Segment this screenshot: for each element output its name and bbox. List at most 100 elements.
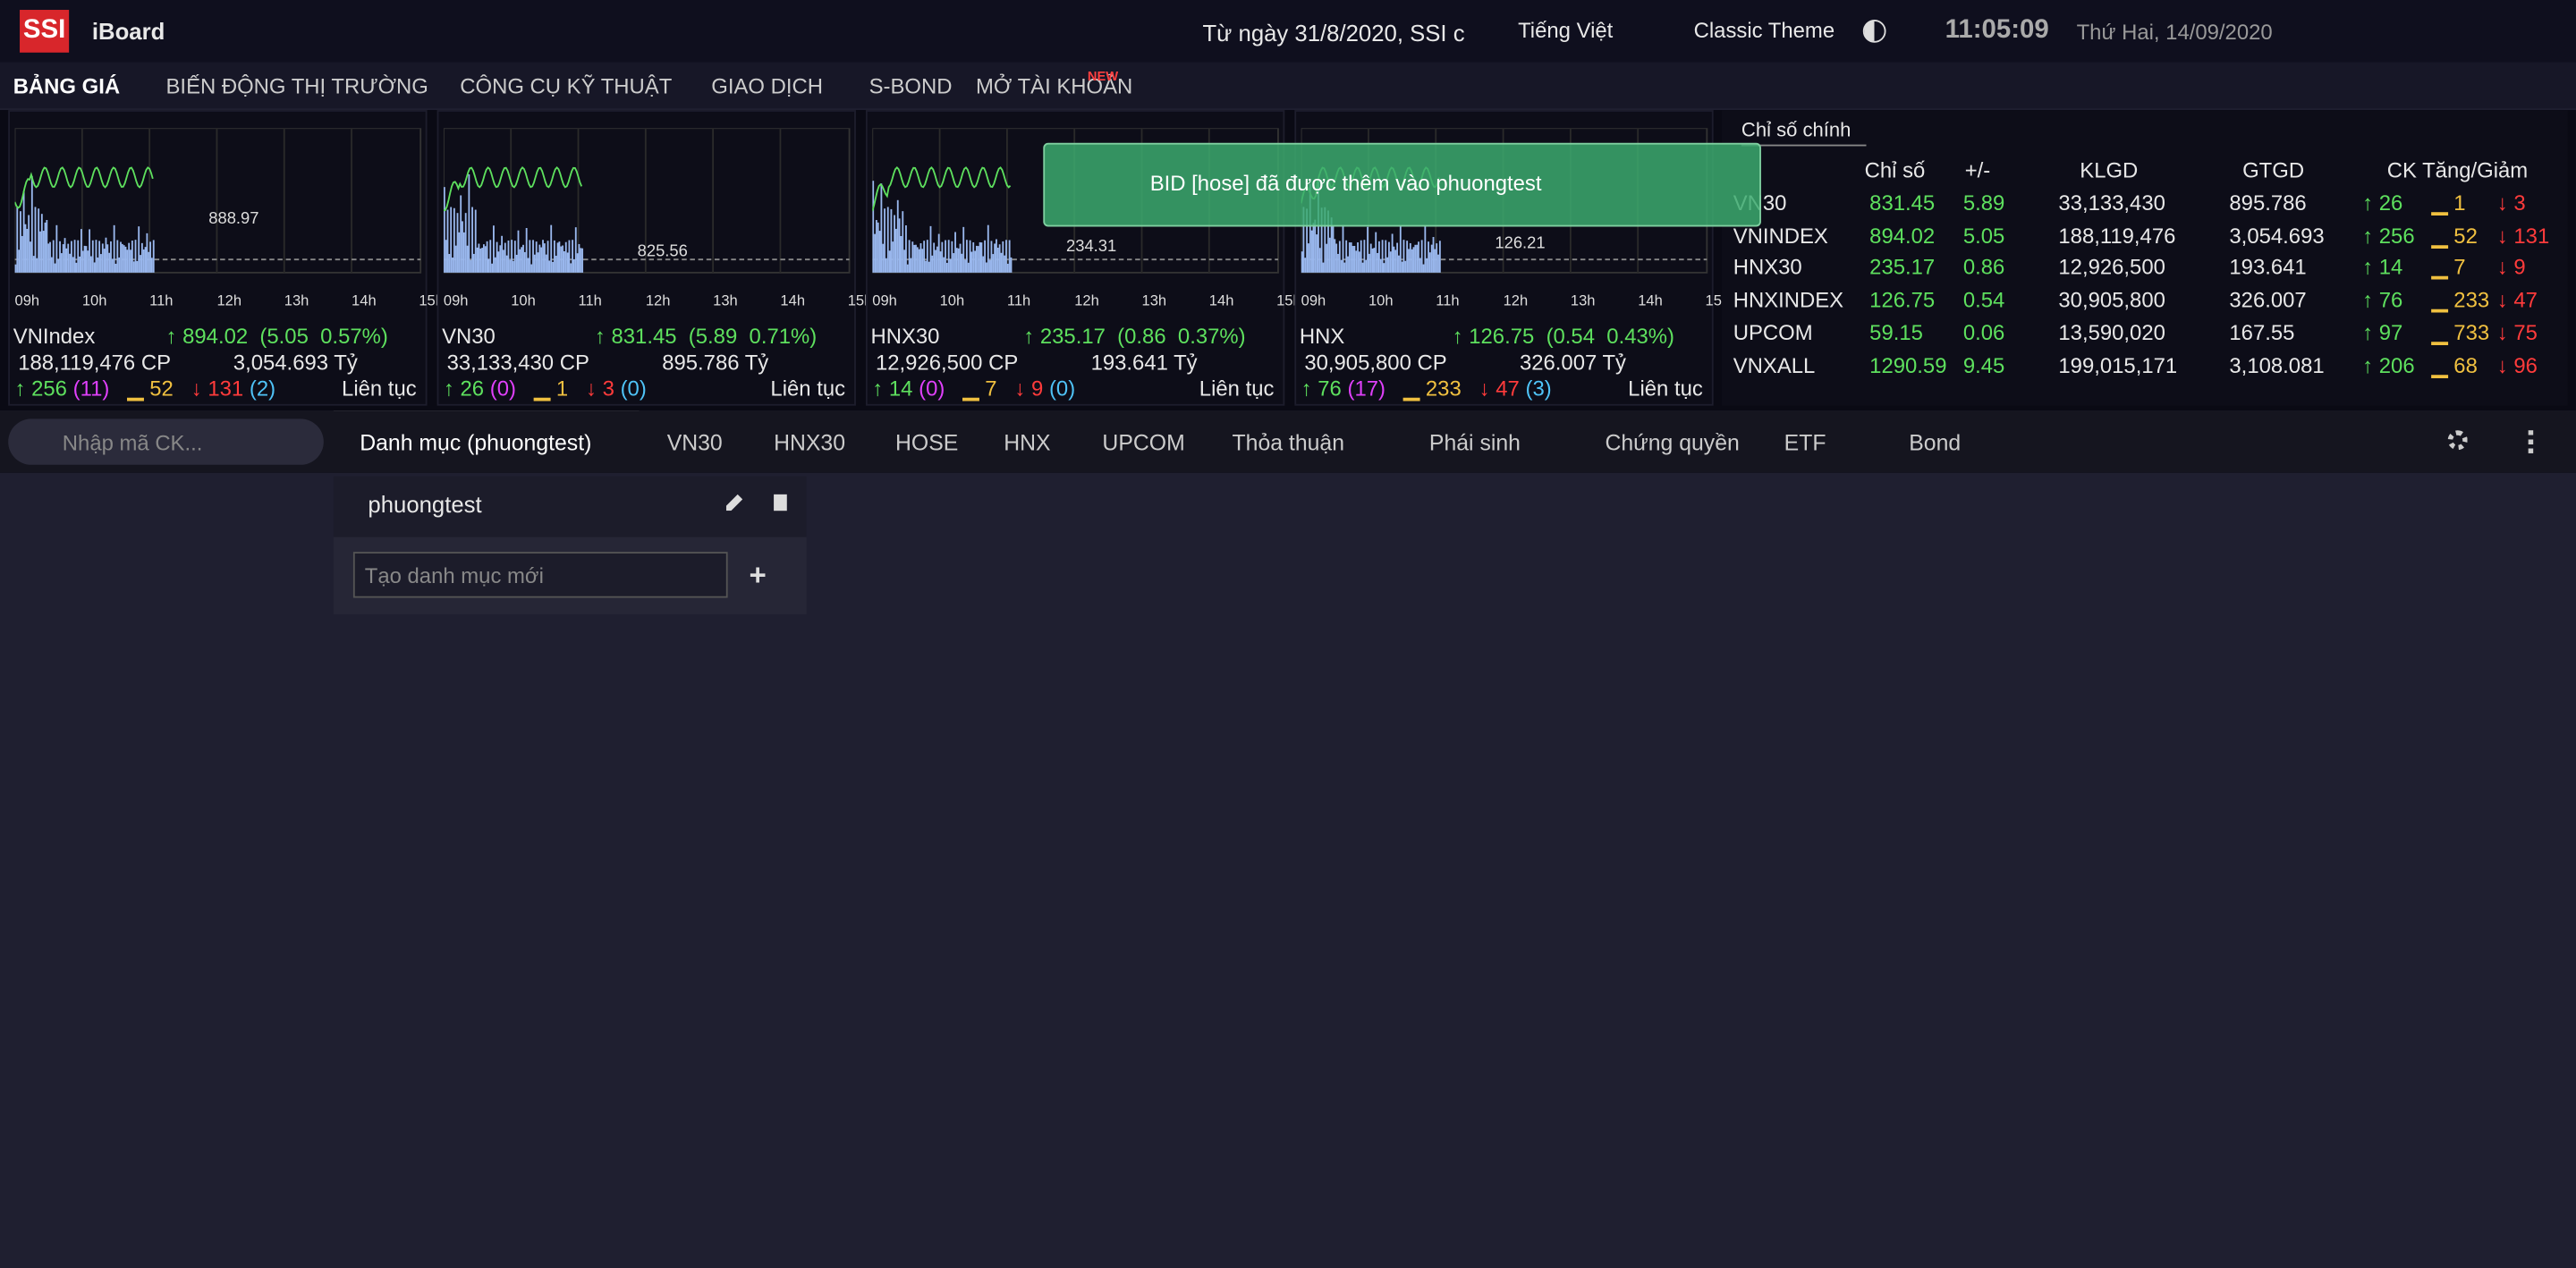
chart-shape	[527, 258, 530, 273]
table-cell: 5.05	[1963, 223, 2004, 248]
chart-shape	[936, 246, 938, 273]
chart-shape	[1412, 247, 1415, 273]
tab[interactable]: Bond	[1909, 430, 1962, 455]
chart-shape	[97, 257, 99, 273]
chart-shape	[39, 231, 41, 273]
chart-shape	[1304, 258, 1307, 273]
watchlist-item[interactable]: phuongtest	[368, 491, 482, 518]
chart-shape	[486, 241, 488, 273]
chart-shape	[1328, 237, 1331, 273]
chart-shape	[462, 232, 465, 273]
tab[interactable]: Phái sinh	[1428, 430, 1521, 455]
card-name[interactable]: VN30	[442, 323, 496, 349]
chart-shape	[18, 249, 21, 273]
chart-shape	[972, 241, 975, 273]
chart-shape	[101, 243, 104, 273]
chart-shape	[474, 209, 477, 273]
tab[interactable]: VN30	[666, 430, 723, 455]
cell-text: 68	[2453, 351, 2478, 377]
status: Liên tục	[342, 376, 417, 402]
delete[interactable]	[774, 494, 787, 511]
chart-shape	[83, 245, 86, 273]
chart-shape	[945, 240, 946, 273]
tab[interactable]: HNX30	[774, 430, 846, 455]
hour-label: 10h	[511, 292, 536, 309]
floor-count: (3)	[1525, 376, 1552, 402]
amount: 895.786 Tỷ	[662, 350, 769, 375]
chart-shape	[30, 175, 33, 273]
tab[interactable]: ETF	[1784, 430, 1826, 455]
chart-shape	[1308, 243, 1309, 273]
new-list-input[interactable]	[352, 552, 728, 598]
chart-shape	[1383, 263, 1385, 273]
chart-shape	[1345, 240, 1348, 273]
chart-shape	[142, 249, 145, 273]
panel-tab[interactable]: Chỉ số chính	[1741, 118, 1867, 147]
table-cell: 193.641	[2229, 255, 2306, 280]
chart-shape	[95, 240, 97, 273]
chart-shape	[1409, 242, 1411, 273]
nav-bar	[0, 62, 2576, 109]
tab[interactable]: Chứng quyền	[1605, 430, 1740, 455]
chart-shape	[535, 241, 538, 273]
cell-text: 97	[2378, 319, 2403, 345]
settings[interactable]	[2447, 430, 2468, 451]
chart-shape	[466, 245, 469, 273]
chart-shape	[552, 261, 554, 273]
cell-text: UPCOM	[1733, 319, 1813, 345]
chart-shape	[1391, 233, 1394, 273]
table-cell: ▁ 1	[2431, 190, 2466, 216]
chart-shape	[1371, 248, 1374, 273]
nav-item[interactable]: MỞ TÀI KHOẢN	[975, 73, 1133, 99]
nav-item[interactable]: CÔNG CỤ KỸ THUẬT	[460, 73, 673, 99]
add[interactable]: +	[749, 558, 767, 592]
table-cell: ↑ 206	[2362, 351, 2415, 377]
chart-shape	[146, 232, 148, 273]
card-name[interactable]: HNX	[1299, 323, 1345, 349]
chart-shape	[1406, 241, 1409, 273]
table-cell: ↓ 75	[2496, 319, 2538, 345]
chart-shape	[499, 245, 502, 273]
chart-shape	[134, 240, 137, 273]
chart-shape	[470, 259, 472, 273]
index-change: (0.54	[1546, 323, 1596, 349]
table-cell: ↑ 256	[2362, 223, 2415, 248]
chart-shape	[1334, 239, 1336, 273]
chart-shape	[503, 249, 504, 273]
floor-count: (0)	[1048, 376, 1076, 402]
chart-shape	[929, 225, 932, 273]
chart-shape	[957, 248, 960, 273]
header	[0, 0, 2576, 63]
chart-shape	[1330, 217, 1333, 273]
language[interactable]: Tiếng Việt	[1518, 18, 1614, 43]
index-value: 894.02	[182, 323, 249, 349]
hour-label: 11h	[1006, 292, 1031, 309]
nav-item[interactable]: BIẾN ĐỘNG THỊ TRƯỜNG	[165, 73, 428, 99]
tab[interactable]: HOSE	[895, 430, 959, 455]
chart-shape	[116, 240, 119, 273]
table-cell: ▁ 68	[2431, 351, 2478, 377]
chart-shape	[1365, 259, 1368, 273]
hour-label: 14h	[352, 292, 377, 309]
tab[interactable]: HNX	[1004, 430, 1051, 455]
search[interactable]	[8, 418, 324, 465]
cell-text: 256	[2378, 223, 2415, 248]
cell-text: 1	[2453, 190, 2466, 216]
ref-value: 126.21	[1495, 234, 1546, 253]
tab[interactable]: UPCOM	[1102, 430, 1185, 455]
chart-shape	[100, 254, 102, 273]
nav-item[interactable]: GIAO DỊCH	[711, 73, 824, 99]
theme-toggle[interactable]	[1862, 20, 1886, 43]
tab[interactable]: Danh mục (phuongtest)	[360, 430, 592, 455]
card-name[interactable]: HNX30	[870, 323, 940, 349]
chart-shape	[42, 231, 45, 273]
logo[interactable]: SSI	[20, 10, 70, 53]
chart-shape	[38, 208, 40, 273]
chart-shape	[489, 240, 492, 273]
tab[interactable]: Thỏa thuận	[1232, 430, 1344, 455]
card-name[interactable]: VNIndex	[13, 323, 96, 349]
theme[interactable]: Classic Theme	[1693, 18, 1835, 43]
nav-item[interactable]: BẢNG GIÁ	[13, 73, 121, 99]
more[interactable]	[2528, 430, 2534, 453]
nav-item[interactable]: S-BOND	[869, 73, 953, 99]
